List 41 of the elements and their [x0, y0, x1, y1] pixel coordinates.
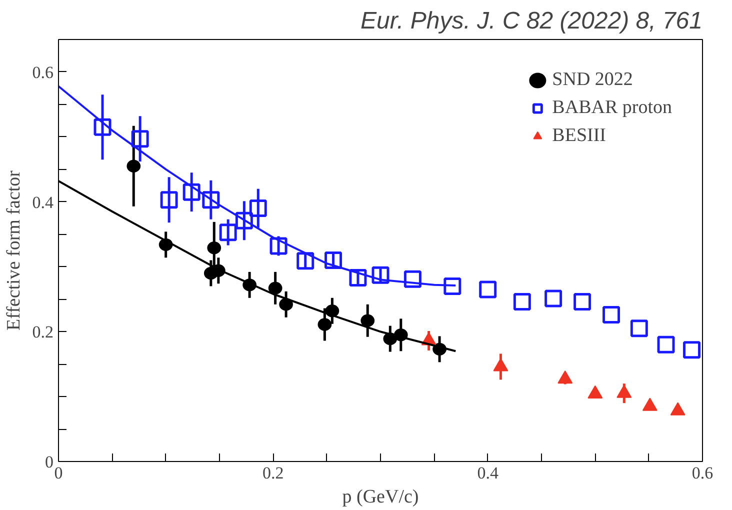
point — [131, 130, 149, 148]
point — [544, 290, 562, 308]
y-axis-title: Effective form factor — [3, 170, 24, 331]
point — [126, 160, 141, 172]
point — [270, 237, 288, 255]
chart-title: Eur. Phys. J. C 82 (2022) 8, 761 — [360, 8, 702, 34]
x-tick-label: 0.2 — [262, 464, 284, 482]
point — [404, 270, 422, 288]
y-tick-label: 0.2 — [32, 322, 54, 342]
y-tick-label: 0.4 — [32, 192, 54, 212]
point — [372, 266, 390, 284]
x-axis-title: p (GeV/c) — [342, 486, 419, 508]
point — [182, 183, 200, 201]
y-tick-label: 0.6 — [32, 62, 54, 82]
point — [235, 212, 253, 230]
point — [219, 224, 237, 242]
point — [360, 314, 375, 327]
point — [318, 318, 332, 331]
point — [602, 306, 620, 324]
x-tick-label: 0.4 — [477, 464, 499, 482]
point — [513, 293, 531, 311]
point — [444, 277, 462, 295]
point — [296, 252, 314, 270]
point — [479, 280, 497, 298]
point — [574, 293, 592, 311]
point — [268, 282, 282, 294]
point — [657, 336, 675, 354]
legend-label: BESIII — [552, 125, 606, 147]
point — [630, 320, 648, 338]
point — [349, 269, 367, 287]
point — [683, 341, 701, 359]
x-tick-label: 0.6 — [692, 464, 714, 482]
point — [279, 298, 293, 311]
point — [160, 191, 178, 209]
point — [94, 118, 112, 136]
legend-label: SND 2022 — [552, 69, 633, 91]
point — [324, 251, 342, 269]
point — [207, 242, 222, 254]
legend-label: BABAR proton — [552, 97, 672, 119]
point — [249, 200, 267, 218]
point — [202, 191, 220, 209]
